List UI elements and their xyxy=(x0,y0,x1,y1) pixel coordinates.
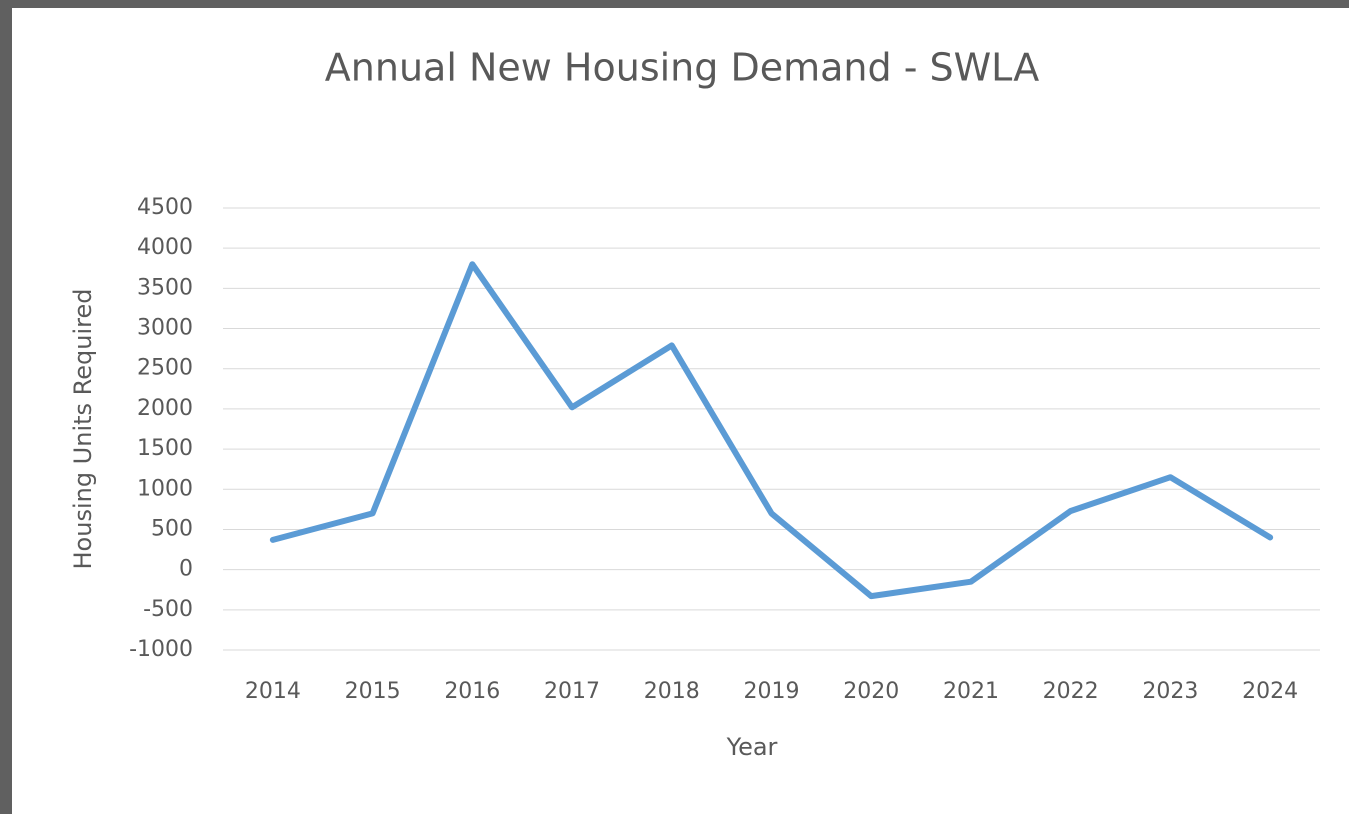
x-tick-label: 2020 xyxy=(843,679,899,704)
y-tick-label: -500 xyxy=(143,597,193,622)
y-tick-label: 4500 xyxy=(137,195,193,220)
y-tick-label: 2500 xyxy=(137,356,193,381)
y-tick-label: 3500 xyxy=(137,275,193,300)
x-tick-label: 2017 xyxy=(544,679,600,704)
x-axis-label: Year xyxy=(726,733,778,761)
y-tick-label: 1000 xyxy=(137,476,193,501)
x-tick-label: 2021 xyxy=(943,679,999,704)
x-tick-label: 2018 xyxy=(644,679,700,704)
chart-area xyxy=(12,8,1349,814)
y-tick-label: 0 xyxy=(179,557,193,582)
y-tick-label: 2000 xyxy=(137,396,193,421)
y-tick-label: -1000 xyxy=(129,637,193,662)
y-tick-label: 4000 xyxy=(137,235,193,260)
y-axis-label: Housing Units Required xyxy=(69,289,97,570)
x-tick-label: 2016 xyxy=(444,679,500,704)
x-tick-label: 2023 xyxy=(1142,679,1198,704)
y-tick-label: 1500 xyxy=(137,436,193,461)
x-tick-label: 2019 xyxy=(744,679,800,704)
x-tick-label: 2015 xyxy=(345,679,401,704)
x-tick-label: 2022 xyxy=(1043,679,1099,704)
data-line xyxy=(269,261,1274,600)
x-tick-label: 2014 xyxy=(245,679,301,704)
y-tick-label: 500 xyxy=(151,516,193,541)
chart-title: Annual New Housing Demand - SWLA xyxy=(325,46,1039,90)
x-tick-label: 2024 xyxy=(1242,679,1298,704)
y-tick-label: 3000 xyxy=(137,316,193,341)
